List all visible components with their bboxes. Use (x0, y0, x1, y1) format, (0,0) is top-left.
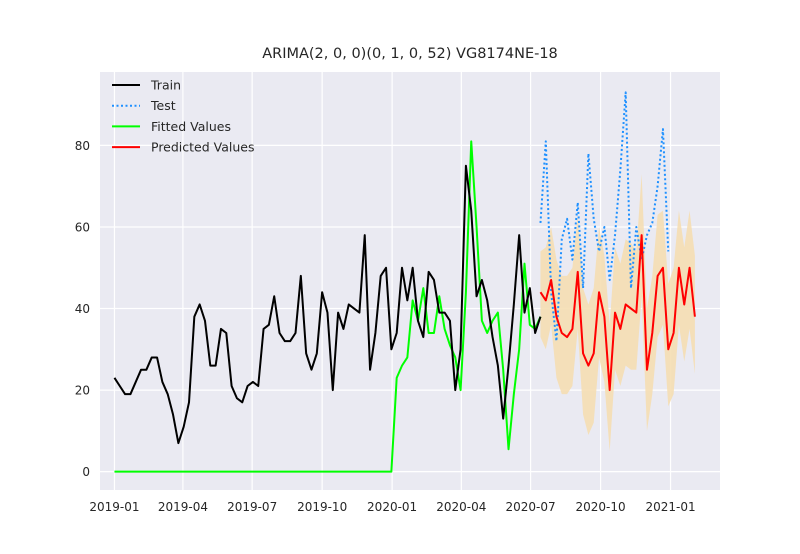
y-tick-label: 20 (75, 384, 90, 398)
chart-title: ARIMA(2, 0, 0)(0, 1, 0, 52) VG8174NE-18 (262, 46, 558, 62)
y-tick-label: 40 (75, 302, 90, 316)
x-tick-label: 2020-04 (436, 500, 486, 514)
y-tick-labels: 0 20 40 60 80 (75, 139, 90, 479)
x-tick-label: 2019-04 (158, 500, 208, 514)
x-tick-label: 2019-10 (297, 500, 347, 514)
legend: Train Test Fitted Values Predicted Values (112, 78, 255, 155)
x-tick-labels: 2019-01 2019-04 2019-07 2019-10 2020-01 2020-… (89, 500, 695, 514)
y-tick-label: 80 (75, 139, 90, 153)
x-tick-label: 2021-01 (645, 500, 695, 514)
x-tick-label: 2020-10 (575, 500, 625, 514)
legend-label: Test (150, 98, 176, 113)
series-line-train (113, 164, 542, 445)
y-tick-label: 0 (82, 465, 90, 479)
legend-label: Predicted Values (151, 140, 255, 155)
x-tick-label: 2019-01 (89, 500, 139, 514)
x-tick-label: 2020-01 (367, 500, 417, 514)
series-layer (113, 91, 696, 473)
confidence-band-layer (540, 173, 695, 452)
series-line-fitted-values (114, 140, 542, 473)
x-tick-label: 2020-07 (506, 500, 556, 514)
series-line-test (539, 91, 670, 343)
y-tick-label: 60 (75, 220, 90, 234)
legend-label: Fitted Values (151, 119, 231, 134)
confidence-band (540, 173, 695, 452)
x-tick-label: 2019-07 (227, 500, 277, 514)
legend-label: Train (150, 78, 181, 93)
series-line-predicted-values (539, 234, 696, 392)
